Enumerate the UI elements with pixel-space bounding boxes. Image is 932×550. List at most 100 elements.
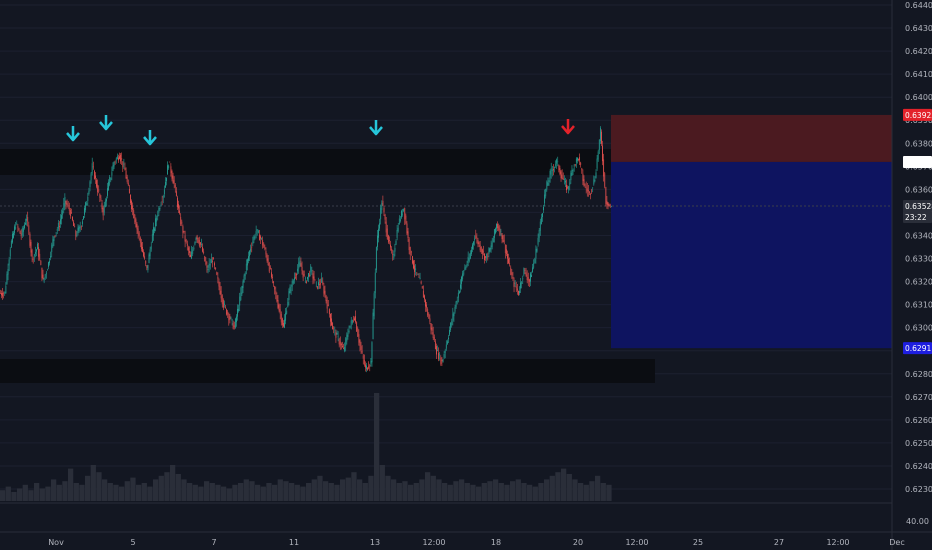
volume-bar xyxy=(425,472,431,501)
volume-bar xyxy=(170,465,176,501)
candle-body xyxy=(542,213,543,218)
price-tag: 0.63719 xyxy=(903,155,932,168)
candle-body xyxy=(49,260,50,264)
candle-body xyxy=(139,237,141,243)
volume-bar xyxy=(187,483,193,501)
down-arrow-icon xyxy=(143,130,157,146)
candle-body xyxy=(398,218,400,224)
candle-body xyxy=(157,215,159,218)
time-tick-label: 12:00 xyxy=(826,538,849,547)
candle-body xyxy=(462,273,464,280)
candle-body xyxy=(449,329,450,335)
candle-body xyxy=(308,273,309,277)
candle-body xyxy=(21,228,23,236)
candle-body xyxy=(242,281,244,289)
candle-body xyxy=(218,281,220,287)
time-tick-label: 13 xyxy=(370,538,380,547)
candle-body xyxy=(299,260,301,266)
candle-body xyxy=(575,158,577,163)
candle-body xyxy=(459,291,460,294)
volume-bar xyxy=(289,483,295,501)
candle-body xyxy=(521,282,523,284)
time-tick-label: 11 xyxy=(289,538,299,547)
volume-bar xyxy=(527,484,533,501)
candle-body xyxy=(126,176,128,182)
candle-body xyxy=(107,188,108,196)
candle-body xyxy=(182,226,184,233)
candle-body xyxy=(569,182,571,185)
candle-body xyxy=(530,273,531,282)
candle-body xyxy=(32,258,34,261)
candle-body xyxy=(180,217,182,225)
candle-body xyxy=(255,231,257,235)
candle-body xyxy=(125,170,127,179)
candle-body xyxy=(245,263,247,271)
volume-bar xyxy=(226,488,232,501)
candle-body xyxy=(323,286,325,294)
volume-bar xyxy=(260,486,266,501)
candle-body xyxy=(493,229,495,238)
candle-body xyxy=(36,249,37,252)
candle-body xyxy=(147,264,149,271)
volume-bar xyxy=(39,488,45,501)
candle-body xyxy=(275,290,277,294)
volume-bar xyxy=(119,486,125,501)
target-box[interactable] xyxy=(611,161,892,349)
candle-body xyxy=(37,243,38,250)
candle-body xyxy=(271,272,272,278)
candle-body xyxy=(79,226,81,229)
candle-body xyxy=(528,279,530,282)
candle-body xyxy=(288,291,290,301)
candle-body xyxy=(456,300,458,303)
volume-bar xyxy=(606,484,612,501)
candle-body xyxy=(74,226,76,228)
candle-body xyxy=(73,221,75,227)
candle-body xyxy=(568,186,570,190)
candle-body xyxy=(55,232,57,234)
volume-bar xyxy=(357,479,363,501)
candle-body xyxy=(548,180,550,183)
price-tag-bg xyxy=(903,108,932,121)
candle-body xyxy=(236,316,237,323)
candle-body xyxy=(417,274,419,276)
candle-body xyxy=(149,249,151,257)
candle-body xyxy=(189,251,190,253)
candle-body xyxy=(8,259,10,266)
volume-bar xyxy=(300,486,306,501)
volume-bar xyxy=(345,477,351,501)
candle-body xyxy=(580,162,582,165)
candle-body xyxy=(592,187,594,188)
time-axis[interactable]: Nov 5 7 11 13 12:00 18 20 12:00 25 27 12:00 Dec xyxy=(48,538,905,547)
volume-bar xyxy=(136,484,142,501)
volume-bar xyxy=(572,479,578,501)
candle-body xyxy=(59,226,60,228)
candle-body xyxy=(452,313,454,321)
stop-loss-box[interactable] xyxy=(611,114,892,162)
candle-body xyxy=(419,277,421,280)
volume-bar xyxy=(566,474,572,501)
candle-body xyxy=(43,277,45,282)
volume-bar xyxy=(73,483,79,501)
volume-axis-label: 40.00 xyxy=(906,517,929,526)
candle-body xyxy=(292,280,294,284)
candle-body xyxy=(450,322,452,330)
volume-bar xyxy=(56,484,62,501)
volume-bar xyxy=(447,484,453,501)
candle-body xyxy=(53,236,55,242)
candle-body xyxy=(178,204,179,209)
volume-bar xyxy=(408,484,414,501)
candle-body xyxy=(112,165,114,171)
candle-body xyxy=(410,251,412,253)
candle-body xyxy=(593,179,595,185)
candle-body xyxy=(594,180,596,182)
candle-body xyxy=(48,262,49,267)
candle-body xyxy=(167,165,168,175)
volume-bar xyxy=(464,483,470,501)
candle-body xyxy=(318,282,319,286)
candle-body xyxy=(17,226,19,228)
signal-markers xyxy=(66,115,575,146)
candle-body xyxy=(609,205,611,207)
